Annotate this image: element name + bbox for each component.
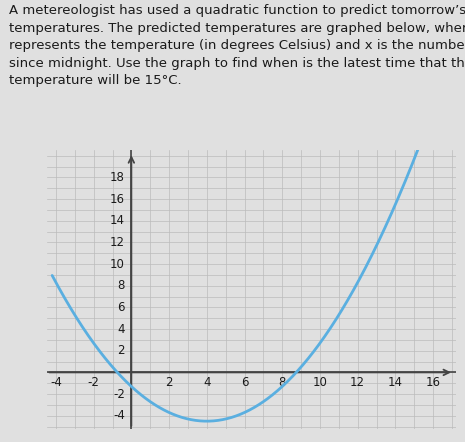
Text: 2: 2 xyxy=(166,376,173,389)
Text: 4: 4 xyxy=(203,376,211,389)
Text: A metereologist has used a quadratic function to predict tomorrow’s
temperatures: A metereologist has used a quadratic fun… xyxy=(9,4,465,88)
Text: 14: 14 xyxy=(388,376,403,389)
Text: 18: 18 xyxy=(110,171,125,184)
Text: 10: 10 xyxy=(312,376,327,389)
Text: 8: 8 xyxy=(279,376,286,389)
Text: 6: 6 xyxy=(241,376,248,389)
Text: 8: 8 xyxy=(117,279,125,292)
Text: 4: 4 xyxy=(117,323,125,335)
Text: 12: 12 xyxy=(110,236,125,249)
Text: 6: 6 xyxy=(117,301,125,314)
Text: -4: -4 xyxy=(50,376,62,389)
Text: -2: -2 xyxy=(113,388,125,400)
Text: 12: 12 xyxy=(350,376,365,389)
Text: 2: 2 xyxy=(117,344,125,357)
Text: -4: -4 xyxy=(113,409,125,422)
Text: 10: 10 xyxy=(110,258,125,271)
Text: 16: 16 xyxy=(425,376,440,389)
Text: 14: 14 xyxy=(110,214,125,227)
Text: -2: -2 xyxy=(88,376,100,389)
Text: 16: 16 xyxy=(110,193,125,206)
